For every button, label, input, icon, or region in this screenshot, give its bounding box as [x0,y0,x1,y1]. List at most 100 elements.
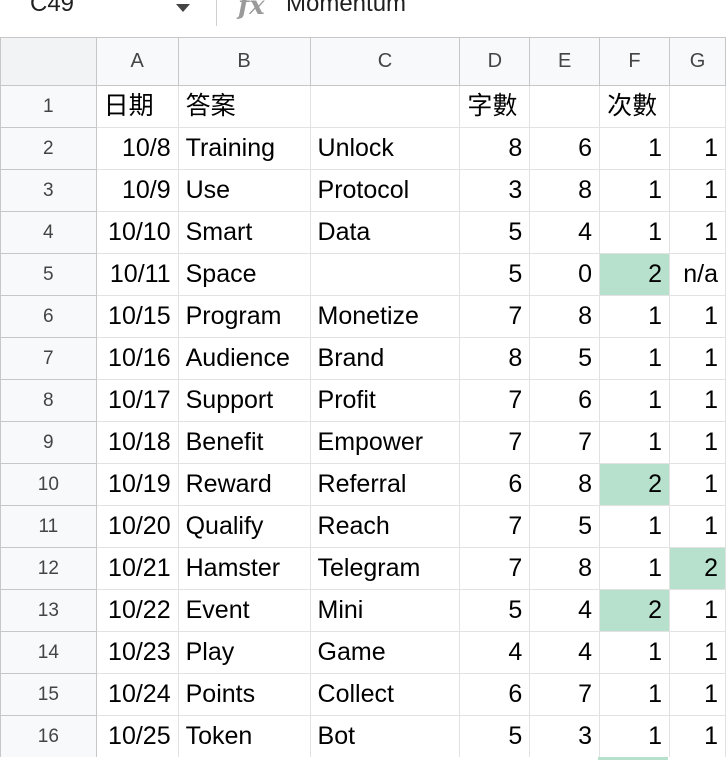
row-header[interactable]: 14 [0,631,97,674]
row-header[interactable]: 10 [0,463,97,506]
cell[interactable]: Hamster [177,547,311,590]
cell[interactable]: Data [309,211,461,254]
cell[interactable]: Bot [309,715,461,758]
cell[interactable]: 10/9 [95,169,179,212]
cell[interactable]: n/a [669,253,726,296]
row-header[interactable]: 2 [0,127,97,170]
cell[interactable]: 1 [599,421,670,464]
row-header[interactable]: 11 [0,505,97,548]
cell[interactable]: 7 [459,505,531,548]
cell[interactable]: 1 [669,337,726,380]
cell[interactable]: Points [177,673,311,716]
cell[interactable]: 1 [669,295,726,338]
cell[interactable]: Play [177,631,311,674]
name-box-dropdown-icon[interactable] [176,4,190,12]
cell[interactable]: 10/16 [95,337,179,380]
row-header[interactable]: 15 [0,673,97,716]
cell[interactable]: Space [177,253,311,296]
cell[interactable]: 10/23 [95,631,179,674]
cell-highlighted[interactable]: 2 [599,589,670,632]
cell[interactable]: 1 [669,631,726,674]
cell[interactable]: 6 [529,379,601,422]
cell[interactable]: 字數 [459,85,531,128]
row-header[interactable]: 16 [0,715,97,758]
cell[interactable]: 7 [529,673,601,716]
cell[interactable]: Audience [177,337,311,380]
row-header[interactable]: 12 [0,547,97,590]
column-header-f[interactable]: F [599,37,670,86]
cell[interactable]: 1 [669,169,726,212]
cell[interactable]: 6 [529,127,601,170]
cell-highlighted[interactable]: 2 [669,547,726,590]
cell[interactable]: 1 [599,715,670,758]
cell[interactable]: 10/17 [95,379,179,422]
cell[interactable]: 1 [599,547,670,590]
cell[interactable]: 次數 [599,85,670,128]
cell[interactable]: 8 [459,337,531,380]
cell[interactable]: Event [177,589,311,632]
cell[interactable] [309,85,461,128]
cell[interactable] [309,253,461,296]
cell[interactable]: 3 [459,169,531,212]
cell[interactable]: 1 [669,463,726,506]
cell[interactable]: 8 [529,169,601,212]
cell[interactable]: Mini [309,589,461,632]
cell[interactable]: Token [177,715,311,758]
cell[interactable]: 10/11 [95,253,179,296]
cell[interactable]: 5 [459,253,531,296]
cell[interactable]: 10/10 [95,211,179,254]
cell[interactable]: 1 [669,379,726,422]
cell[interactable]: 5 [459,211,531,254]
column-header-g[interactable]: G [669,37,726,86]
column-header-c[interactable]: C [309,37,461,86]
cell[interactable]: 8 [459,127,531,170]
cell[interactable]: Empower [309,421,461,464]
cell[interactable]: 1 [599,211,670,254]
cell[interactable]: 6 [459,463,531,506]
cell[interactable]: 10/22 [95,589,179,632]
cell[interactable]: 1 [669,211,726,254]
cell[interactable]: Reach [309,505,461,548]
cell[interactable]: 7 [529,421,601,464]
cell[interactable]: 7 [459,547,531,590]
cell[interactable]: 7 [459,421,531,464]
cell[interactable]: 4 [459,631,531,674]
column-header-d[interactable]: D [459,37,531,86]
row-header[interactable]: 8 [0,379,97,422]
cell[interactable]: Unlock [309,127,461,170]
cell[interactable]: 10/24 [95,673,179,716]
cell[interactable]: Use [177,169,311,212]
cell[interactable]: 4 [529,589,601,632]
cell[interactable]: 5 [459,715,531,758]
cell[interactable]: 7 [459,295,531,338]
cell[interactable]: Game [309,631,461,674]
cell[interactable]: 1 [599,379,670,422]
cell[interactable]: 1 [669,589,726,632]
cell[interactable]: Protocol [309,169,461,212]
cell[interactable]: 8 [529,547,601,590]
cell[interactable]: Program [177,295,311,338]
cell[interactable]: 0 [529,253,601,296]
row-header[interactable]: 3 [0,169,97,212]
cell[interactable]: Support [177,379,311,422]
cell[interactable]: 10/25 [95,715,179,758]
cell[interactable] [529,85,601,128]
column-header-e[interactable]: E [529,37,601,86]
row-header[interactable]: 13 [0,589,97,632]
cell[interactable]: Training [177,127,311,170]
cell[interactable]: 10/8 [95,127,179,170]
cell[interactable]: 10/20 [95,505,179,548]
cell[interactable]: Profit [309,379,461,422]
select-all-corner[interactable] [0,37,97,86]
cell[interactable]: 4 [529,211,601,254]
cell[interactable]: 10/21 [95,547,179,590]
cell[interactable]: 1 [669,673,726,716]
cell[interactable]: 8 [529,295,601,338]
cell[interactable]: 5 [529,505,601,548]
formula-input[interactable]: Momentum [286,0,407,17]
cell[interactable]: 8 [529,463,601,506]
cell[interactable]: 1 [599,295,670,338]
cell[interactable]: 1 [669,421,726,464]
cell[interactable]: 10/19 [95,463,179,506]
cell[interactable]: 1 [599,169,670,212]
